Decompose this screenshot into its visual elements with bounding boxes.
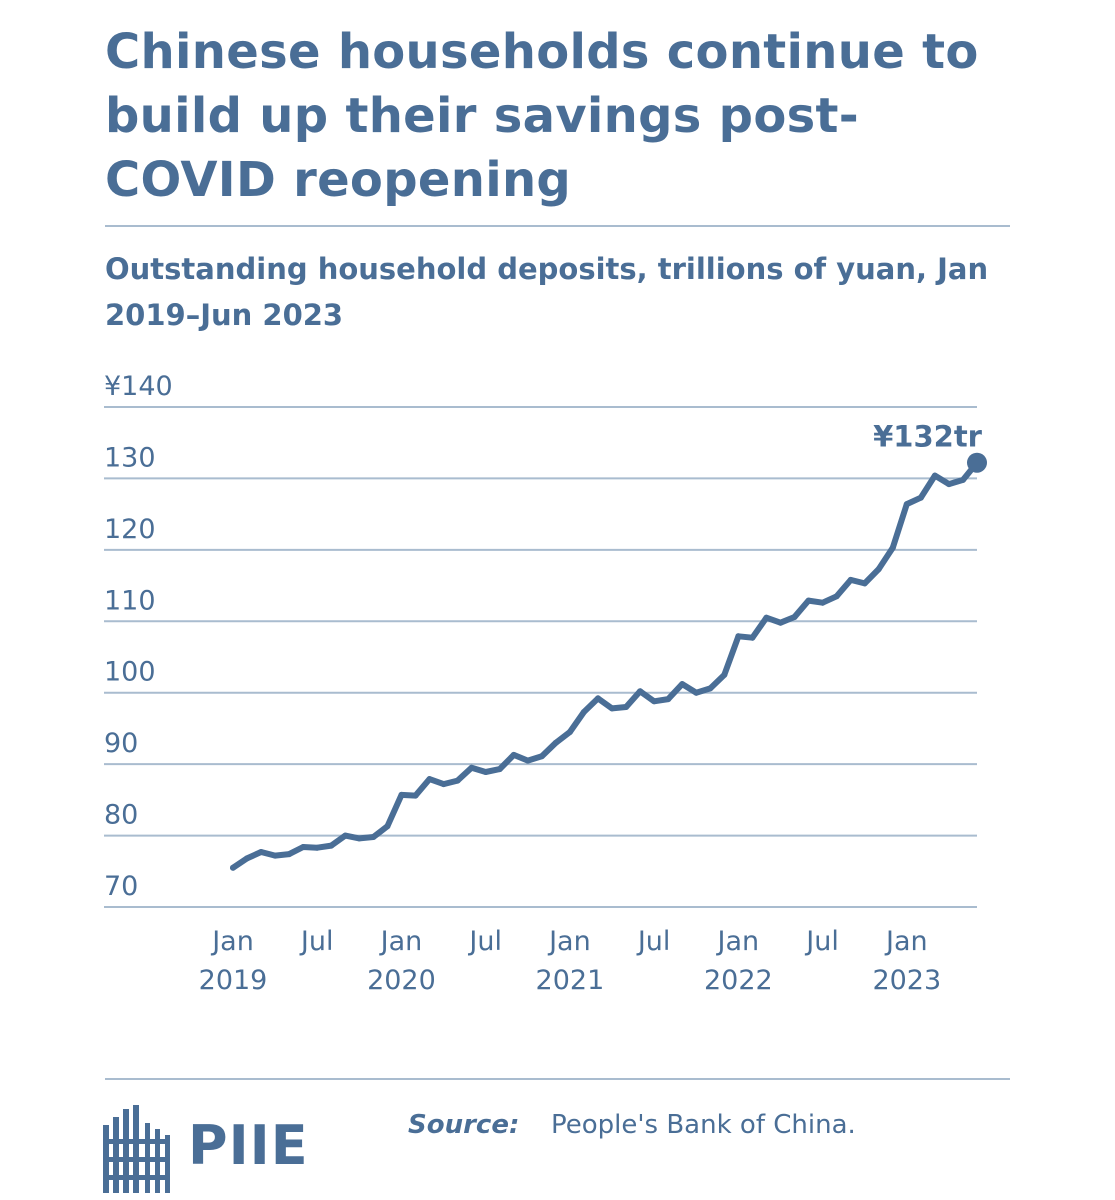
- y-tick-label: ¥140: [104, 371, 173, 402]
- piie-logo-icon: [103, 1105, 170, 1193]
- x-tick-year: 2019: [199, 965, 268, 996]
- data-point: [777, 619, 784, 626]
- data-point: [398, 791, 405, 798]
- data-point: [693, 689, 700, 696]
- x-tick-month: Jan: [547, 926, 591, 957]
- y-tick-label: 130: [104, 442, 156, 473]
- data-point: [735, 633, 742, 640]
- y-axis-ticks: ¥140 130 120 110 100 90 80 70: [104, 371, 173, 902]
- x-tick-month: Jul: [636, 926, 671, 957]
- data-point: [805, 597, 812, 604]
- x-tick-year: 2021: [536, 965, 605, 996]
- data-point: [440, 781, 447, 788]
- data-point: [272, 852, 279, 859]
- data-point: [665, 696, 672, 703]
- data-point: [454, 777, 461, 784]
- end-value-label: ¥132tr: [873, 420, 983, 454]
- data-point: [412, 792, 419, 799]
- data-point: [482, 769, 489, 775]
- x-tick-year: 2020: [367, 965, 436, 996]
- chart-title: Chinese households continue to build up …: [105, 24, 979, 208]
- y-tick-label: 70: [104, 871, 138, 902]
- source-label: Source:: [408, 1110, 520, 1140]
- data-point: [833, 593, 840, 600]
- data-point: [384, 823, 391, 830]
- data-point: [707, 685, 714, 692]
- data-point: [370, 834, 377, 840]
- data-point: [847, 576, 854, 583]
- data-point: [244, 855, 250, 862]
- x-tick-month: Jul: [804, 926, 839, 957]
- data-point: [623, 704, 630, 710]
- data-point: [524, 757, 531, 764]
- y-tick-label: 120: [104, 514, 156, 545]
- line-chart: ¥140 130 120 110 100 90 80 70 Jan 2019 Jul Jan 2020…: [104, 371, 987, 996]
- data-point: [328, 842, 335, 849]
- x-tick-month: Jul: [299, 926, 334, 957]
- data-point: [791, 614, 798, 620]
- chart-subtitle: Outstanding household deposits, trillion…: [105, 252, 989, 332]
- x-tick-year: 2022: [704, 965, 773, 996]
- data-point: [300, 844, 307, 850]
- data-point: [763, 614, 770, 621]
- data-point: [679, 681, 686, 688]
- bottom-divider: [105, 1078, 1010, 1080]
- series-line-household-deposits: [230, 459, 980, 871]
- data-point: [356, 835, 363, 842]
- data-point: [945, 481, 952, 488]
- data-point: [637, 688, 644, 695]
- data-point: [861, 580, 868, 587]
- data-point: [960, 476, 966, 483]
- x-tick-month: Jan: [716, 926, 760, 957]
- data-point: [538, 753, 545, 760]
- grid-lines: [104, 406, 977, 908]
- end-point-marker: [967, 452, 987, 473]
- data-point: [496, 766, 503, 773]
- x-tick-year: 2023: [872, 965, 941, 996]
- x-tick-month: Jul: [467, 926, 502, 957]
- data-point: [552, 739, 559, 746]
- data-point: [609, 705, 615, 712]
- x-tick-month: Jan: [884, 926, 928, 957]
- data-point: [468, 764, 475, 771]
- data-point: [426, 776, 433, 783]
- data-point: [230, 864, 236, 871]
- data-point: [566, 729, 573, 735]
- data-point: [314, 844, 321, 851]
- data-point: [875, 566, 882, 573]
- data-point: [749, 634, 756, 641]
- data-point: [889, 544, 896, 551]
- y-tick-label: 90: [104, 728, 138, 759]
- data-point: [651, 698, 658, 705]
- data-points: [230, 459, 980, 871]
- data-point: [580, 709, 587, 715]
- x-tick-month: Jan: [210, 926, 254, 957]
- data-point: [286, 851, 293, 858]
- top-divider: [105, 225, 1010, 227]
- y-tick-label: 80: [104, 800, 138, 831]
- data-point: [510, 751, 517, 758]
- data-point: [721, 671, 728, 678]
- brand-name: PIIE: [188, 1114, 309, 1177]
- x-tick-month: Jan: [379, 926, 423, 957]
- x-axis-ticks: Jan 2019 Jul Jan 2020 Jul Jan 2021 Jul Jan 2022 Jul…: [199, 926, 942, 996]
- data-point: [931, 472, 938, 479]
- source-text: People's Bank of China.: [551, 1110, 856, 1140]
- data-point: [342, 832, 349, 839]
- data-point: [903, 501, 910, 508]
- data-point: [917, 494, 924, 501]
- data-point: [595, 695, 601, 702]
- y-tick-label: 110: [104, 585, 156, 616]
- data-point: [819, 599, 826, 606]
- y-tick-label: 100: [104, 657, 156, 688]
- data-point: [258, 849, 265, 855]
